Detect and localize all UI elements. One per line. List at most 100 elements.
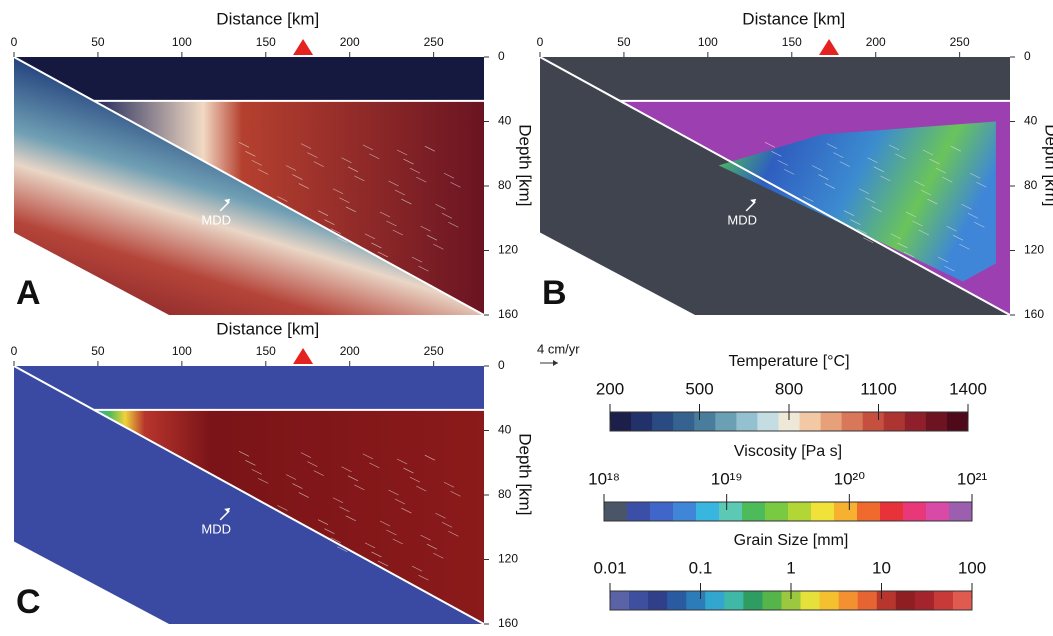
x-tick-label: 100	[698, 35, 718, 49]
colorbar-segment	[629, 591, 649, 610]
y-tick-label: 40	[498, 423, 512, 437]
flow-arrow	[443, 172, 455, 179]
colorbar-segment	[933, 591, 954, 610]
flow-arrow	[818, 174, 829, 180]
colorbar-tick-label: 10	[872, 558, 891, 577]
flow-arrow	[409, 167, 421, 174]
flow-arrow	[341, 157, 352, 164]
colorbar-segment	[799, 412, 822, 431]
flow-arrow	[337, 237, 348, 244]
flow-arrow	[942, 176, 953, 183]
slab-surface	[13, 56, 485, 316]
colorbar-segment	[610, 412, 632, 431]
upper-plate	[14, 366, 484, 410]
colorbar-segment	[838, 591, 859, 610]
flow-arrow	[424, 454, 435, 461]
flow-arrow	[396, 149, 408, 156]
flow-arrow	[258, 169, 269, 175]
colorbar-segment	[673, 412, 695, 431]
x-tick-label: 100	[172, 35, 192, 49]
flow-arrow	[935, 167, 947, 174]
flow-arrow	[826, 143, 838, 149]
flow-arrow	[771, 151, 782, 157]
flow-arrow	[865, 197, 876, 204]
upper-plate	[540, 57, 1010, 101]
colorbar-segment	[778, 412, 801, 431]
slab-surface	[13, 365, 485, 625]
colorbar-title: Temperature [°C]	[728, 353, 849, 370]
flow-arrow	[347, 475, 359, 482]
colorbar-segment	[650, 502, 674, 521]
flow-arrow	[401, 198, 412, 205]
flow-arrow	[426, 234, 438, 241]
flow-arrow	[332, 497, 344, 504]
flow-arrow	[394, 498, 406, 505]
flow-arrow	[396, 458, 408, 465]
flow-arrow	[371, 242, 382, 249]
colorbar-segment	[762, 591, 782, 610]
flow-arrow	[238, 451, 250, 457]
flow-arrow	[339, 506, 350, 513]
colorbar-segment	[742, 502, 766, 521]
flow-arrow	[330, 228, 341, 234]
y-tick-label: 160	[498, 616, 518, 630]
colorbar-segment	[694, 412, 716, 431]
colorbar-segment	[952, 591, 973, 610]
colorbar-segment	[667, 591, 687, 610]
colorbar-segment	[631, 412, 653, 431]
flow-arrow	[307, 152, 318, 158]
colorbar-segment	[610, 591, 630, 610]
flow-arrow	[811, 165, 823, 171]
y-tick-label: 80	[1024, 178, 1038, 192]
flow-arrow	[784, 169, 795, 175]
flow-arrow	[950, 145, 961, 152]
x-tick-label: 250	[424, 344, 444, 358]
x-tick-label: 150	[256, 35, 276, 49]
flow-arrow	[371, 551, 382, 558]
flow-arrow	[313, 470, 324, 476]
flow-arrow	[420, 225, 431, 232]
colorbar-segment	[819, 591, 840, 610]
flow-arrow	[448, 531, 459, 537]
flow-arrow	[867, 157, 878, 164]
flow-arrow	[339, 197, 350, 204]
flow-arrow	[420, 534, 431, 541]
y-axis-title: Depth [km]	[516, 433, 535, 515]
colorbar-segment	[781, 591, 802, 610]
flow-arrow	[961, 203, 972, 210]
flow-arrow	[377, 251, 388, 258]
flow-arrow	[450, 182, 461, 188]
flow-arrow	[450, 491, 461, 497]
mdd-arrow	[219, 510, 230, 521]
colorbar-segment	[841, 412, 864, 431]
velocity-arrowhead	[553, 360, 558, 366]
x-tick-label: 150	[256, 344, 276, 358]
colorbar-segment	[820, 412, 843, 431]
colorbar-segment	[925, 412, 948, 431]
colorbar-segment	[883, 412, 906, 431]
flow-arrow	[238, 142, 250, 148]
flow-arrow	[324, 219, 335, 225]
colorbar-tick-label: 10²¹	[957, 469, 988, 488]
x-axis-title: Distance [km]	[742, 9, 845, 28]
flow-arrow	[313, 161, 324, 167]
flow-arrow	[330, 537, 341, 543]
flow-arrow	[843, 210, 855, 216]
flow-arrow	[388, 180, 399, 187]
flow-arrow	[777, 160, 788, 166]
colorbar-tick-label: 10²⁰	[834, 469, 866, 488]
flow-arrow	[409, 476, 421, 483]
trench-marker	[293, 39, 314, 55]
flow-arrow	[416, 176, 427, 183]
panel: MDD Distance [km] 0 50 100 150 200 250 0 40 80 120 1…	[11, 9, 535, 321]
flow-arrow	[251, 160, 262, 166]
y-tick-label: 120	[1024, 243, 1044, 257]
flow-arrow	[379, 520, 391, 527]
colorbar-segment	[903, 502, 927, 521]
flow-arrow	[369, 153, 380, 160]
colorbar-segment	[834, 502, 858, 521]
velocity-scale: 4 cm/yr	[537, 341, 580, 356]
flow-arrow	[433, 243, 444, 250]
